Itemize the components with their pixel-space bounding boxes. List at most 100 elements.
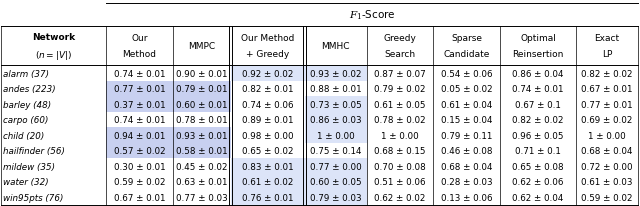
Text: barley (48): barley (48): [3, 100, 51, 109]
Text: MMHC: MMHC: [321, 42, 350, 51]
Text: 0.65 ± 0.02: 0.65 ± 0.02: [242, 146, 293, 155]
Text: 0.79 ± 0.02: 0.79 ± 0.02: [374, 85, 426, 94]
Text: 0.90 ± 0.01: 0.90 ± 0.01: [176, 69, 228, 78]
Text: 0.37 ± 0.01: 0.37 ± 0.01: [114, 100, 165, 109]
Bar: [106, 81, 173, 97]
Text: Greedy: Greedy: [384, 34, 417, 43]
Text: 0.13 ± 0.06: 0.13 ± 0.06: [441, 193, 493, 202]
Text: 0.83 ± 0.01: 0.83 ± 0.01: [242, 162, 294, 171]
Text: 0.79 ± 0.11: 0.79 ± 0.11: [441, 131, 492, 140]
Text: hailfinder (56): hailfinder (56): [3, 146, 65, 155]
Text: mildew (35): mildew (35): [3, 162, 55, 171]
Text: child (20): child (20): [3, 131, 44, 140]
Text: 0.79 ± 0.03: 0.79 ± 0.03: [310, 193, 362, 202]
Text: 0.68 ± 0.04: 0.68 ± 0.04: [581, 146, 633, 155]
Text: 0.87 ± 0.07: 0.87 ± 0.07: [374, 69, 426, 78]
Bar: [173, 128, 231, 143]
Text: 0.77 ± 0.03: 0.77 ± 0.03: [176, 193, 228, 202]
Text: 0.79 ± 0.01: 0.79 ± 0.01: [176, 85, 228, 94]
Bar: [305, 159, 367, 174]
Text: LP: LP: [602, 50, 612, 59]
Text: 0.92 ± 0.02: 0.92 ± 0.02: [242, 69, 293, 78]
Text: 1 ± 0.00: 1 ± 0.00: [588, 131, 626, 140]
Text: $(n = |V|)$: $(n = |V|)$: [35, 49, 72, 62]
Text: 0.54 ± 0.06: 0.54 ± 0.06: [441, 69, 493, 78]
Text: 0.82 ± 0.02: 0.82 ± 0.02: [512, 116, 564, 124]
Text: 0.60 ± 0.01: 0.60 ± 0.01: [176, 100, 228, 109]
Text: 0.96 ± 0.05: 0.96 ± 0.05: [512, 131, 564, 140]
Text: carpo (60): carpo (60): [3, 116, 49, 124]
Text: 0.62 ± 0.06: 0.62 ± 0.06: [512, 177, 564, 186]
Bar: [173, 81, 231, 97]
Text: 0.15 ± 0.04: 0.15 ± 0.04: [441, 116, 493, 124]
Text: Method: Method: [122, 50, 156, 59]
Text: MMPC: MMPC: [188, 42, 215, 51]
Text: 0.73 ± 0.05: 0.73 ± 0.05: [310, 100, 362, 109]
Text: Optimal: Optimal: [520, 34, 556, 43]
Bar: [106, 97, 173, 112]
Text: 0.77 ± 0.00: 0.77 ± 0.00: [310, 162, 362, 171]
Bar: [305, 97, 367, 112]
Text: 0.61 ± 0.03: 0.61 ± 0.03: [581, 177, 633, 186]
Text: 0.74 ± 0.01: 0.74 ± 0.01: [114, 69, 165, 78]
Text: 0.60 ± 0.05: 0.60 ± 0.05: [310, 177, 362, 186]
Text: 0.69 ± 0.02: 0.69 ± 0.02: [581, 116, 633, 124]
Text: 0.46 ± 0.08: 0.46 ± 0.08: [441, 146, 493, 155]
Text: Network: Network: [32, 33, 76, 42]
Text: 0.61 ± 0.05: 0.61 ± 0.05: [374, 100, 426, 109]
Text: 0.93 ± 0.02: 0.93 ± 0.02: [310, 69, 362, 78]
Text: 0.77 ± 0.01: 0.77 ± 0.01: [581, 100, 633, 109]
Text: 0.68 ± 0.15: 0.68 ± 0.15: [374, 146, 426, 155]
Text: Our Method: Our Method: [241, 34, 294, 43]
Bar: [106, 128, 173, 143]
Bar: [106, 143, 173, 159]
Bar: [305, 128, 367, 143]
Text: 0.67 ± 0.01: 0.67 ± 0.01: [114, 193, 165, 202]
Text: 0.94 ± 0.01: 0.94 ± 0.01: [114, 131, 165, 140]
Text: 0.78 ± 0.01: 0.78 ± 0.01: [176, 116, 228, 124]
Text: 0.71 ± 0.1: 0.71 ± 0.1: [515, 146, 561, 155]
Text: Search: Search: [385, 50, 416, 59]
Bar: [231, 190, 305, 205]
Text: Exact: Exact: [595, 34, 620, 43]
Text: 0.63 ± 0.01: 0.63 ± 0.01: [176, 177, 228, 186]
Text: + Greedy: + Greedy: [246, 50, 289, 59]
Text: 0.61 ± 0.02: 0.61 ± 0.02: [242, 177, 293, 186]
Text: 0.65 ± 0.08: 0.65 ± 0.08: [512, 162, 564, 171]
Text: 0.70 ± 0.08: 0.70 ± 0.08: [374, 162, 426, 171]
Text: 0.59 ± 0.02: 0.59 ± 0.02: [581, 193, 633, 202]
Text: 0.45 ± 0.02: 0.45 ± 0.02: [176, 162, 228, 171]
Text: 0.72 ± 0.00: 0.72 ± 0.00: [581, 162, 633, 171]
Bar: [305, 66, 367, 81]
Text: 0.88 ± 0.01: 0.88 ± 0.01: [310, 85, 362, 94]
Text: 0.57 ± 0.02: 0.57 ± 0.02: [114, 146, 165, 155]
Text: 0.74 ± 0.06: 0.74 ± 0.06: [242, 100, 293, 109]
Text: 0.61 ± 0.04: 0.61 ± 0.04: [441, 100, 492, 109]
Text: 0.68 ± 0.04: 0.68 ± 0.04: [441, 162, 493, 171]
Text: Sparse: Sparse: [451, 34, 483, 43]
Bar: [231, 174, 305, 190]
Text: Candidate: Candidate: [444, 50, 490, 59]
Text: 1 ± 0.00: 1 ± 0.00: [317, 131, 355, 140]
Bar: [173, 97, 231, 112]
Text: $F_1$-Score: $F_1$-Score: [349, 9, 396, 22]
Text: 0.75 ± 0.14: 0.75 ± 0.14: [310, 146, 362, 155]
Text: 0.67 ± 0.1: 0.67 ± 0.1: [515, 100, 561, 109]
Text: 0.67 ± 0.01: 0.67 ± 0.01: [581, 85, 633, 94]
Text: 0.89 ± 0.01: 0.89 ± 0.01: [242, 116, 293, 124]
Text: 0.62 ± 0.02: 0.62 ± 0.02: [374, 193, 426, 202]
Bar: [231, 66, 305, 81]
Text: alarm (37): alarm (37): [3, 69, 49, 78]
Text: win95pts (76): win95pts (76): [3, 193, 63, 202]
Text: 0.58 ± 0.01: 0.58 ± 0.01: [176, 146, 228, 155]
Text: 0.59 ± 0.02: 0.59 ± 0.02: [114, 177, 165, 186]
Text: 0.74 ± 0.01: 0.74 ± 0.01: [512, 85, 564, 94]
Text: water (32): water (32): [3, 177, 49, 186]
Bar: [173, 143, 231, 159]
Text: 0.05 ± 0.02: 0.05 ± 0.02: [441, 85, 493, 94]
Text: 0.86 ± 0.03: 0.86 ± 0.03: [310, 116, 362, 124]
Text: 0.98 ± 0.00: 0.98 ± 0.00: [242, 131, 294, 140]
Bar: [305, 190, 367, 205]
Text: 0.78 ± 0.02: 0.78 ± 0.02: [374, 116, 426, 124]
Text: 0.28 ± 0.03: 0.28 ± 0.03: [441, 177, 493, 186]
